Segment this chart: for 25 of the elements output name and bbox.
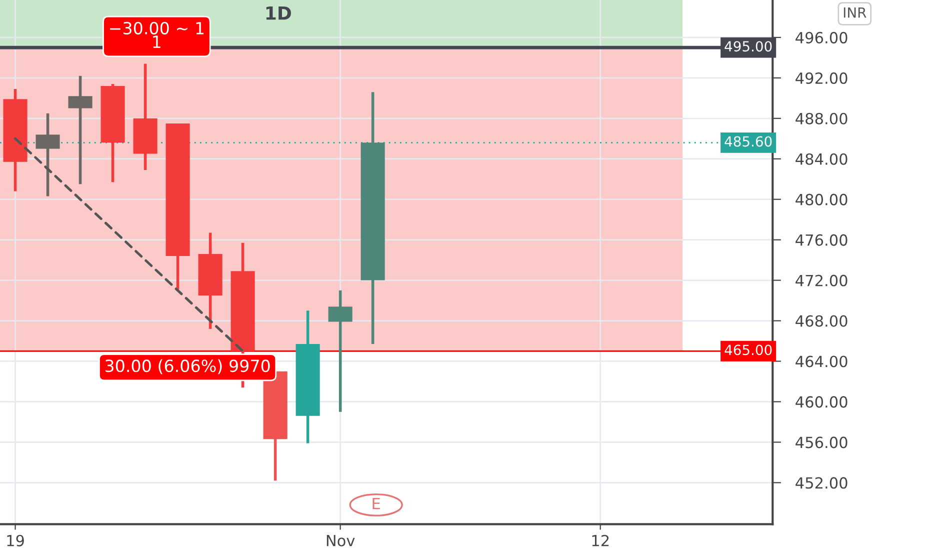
annotation: −30.00 ~ 1 1: [110, 22, 204, 48]
y-tick-label: 468.00: [796, 315, 848, 327]
annotation: E: [372, 498, 380, 510]
y-tick-label: 460.00: [796, 396, 848, 408]
annotation: 30.00 (6.06%) 9970: [105, 359, 270, 374]
y-tick-label: 464.00: [796, 356, 848, 368]
x-tick-label: 12: [592, 534, 609, 546]
x-tick-label: Nov: [326, 535, 355, 546]
text: INR: [844, 7, 866, 18]
y-tick-label: 484.00: [796, 153, 848, 165]
ref-line-label: 465.00: [724, 344, 772, 356]
candlestick: [68, 74, 92, 186]
y-tick-label: 496.00: [796, 32, 848, 44]
y-tick-label: 480.00: [796, 194, 848, 206]
y-tick-label: 488.00: [796, 112, 848, 124]
ref-line-label: 495.00: [724, 41, 772, 52]
y-tick-label: 472.00: [796, 274, 848, 286]
ref-line-label: 485.60: [724, 136, 772, 147]
candlestick: [328, 289, 352, 414]
y-tick-label: 452.00: [796, 477, 848, 489]
chart-title: 1D: [266, 6, 291, 20]
y-tick-label: 476.00: [796, 234, 848, 246]
y-tick-label: 492.00: [796, 72, 848, 84]
x-tick-label: 19: [7, 534, 24, 546]
y-tick-label: 456.00: [796, 436, 848, 448]
